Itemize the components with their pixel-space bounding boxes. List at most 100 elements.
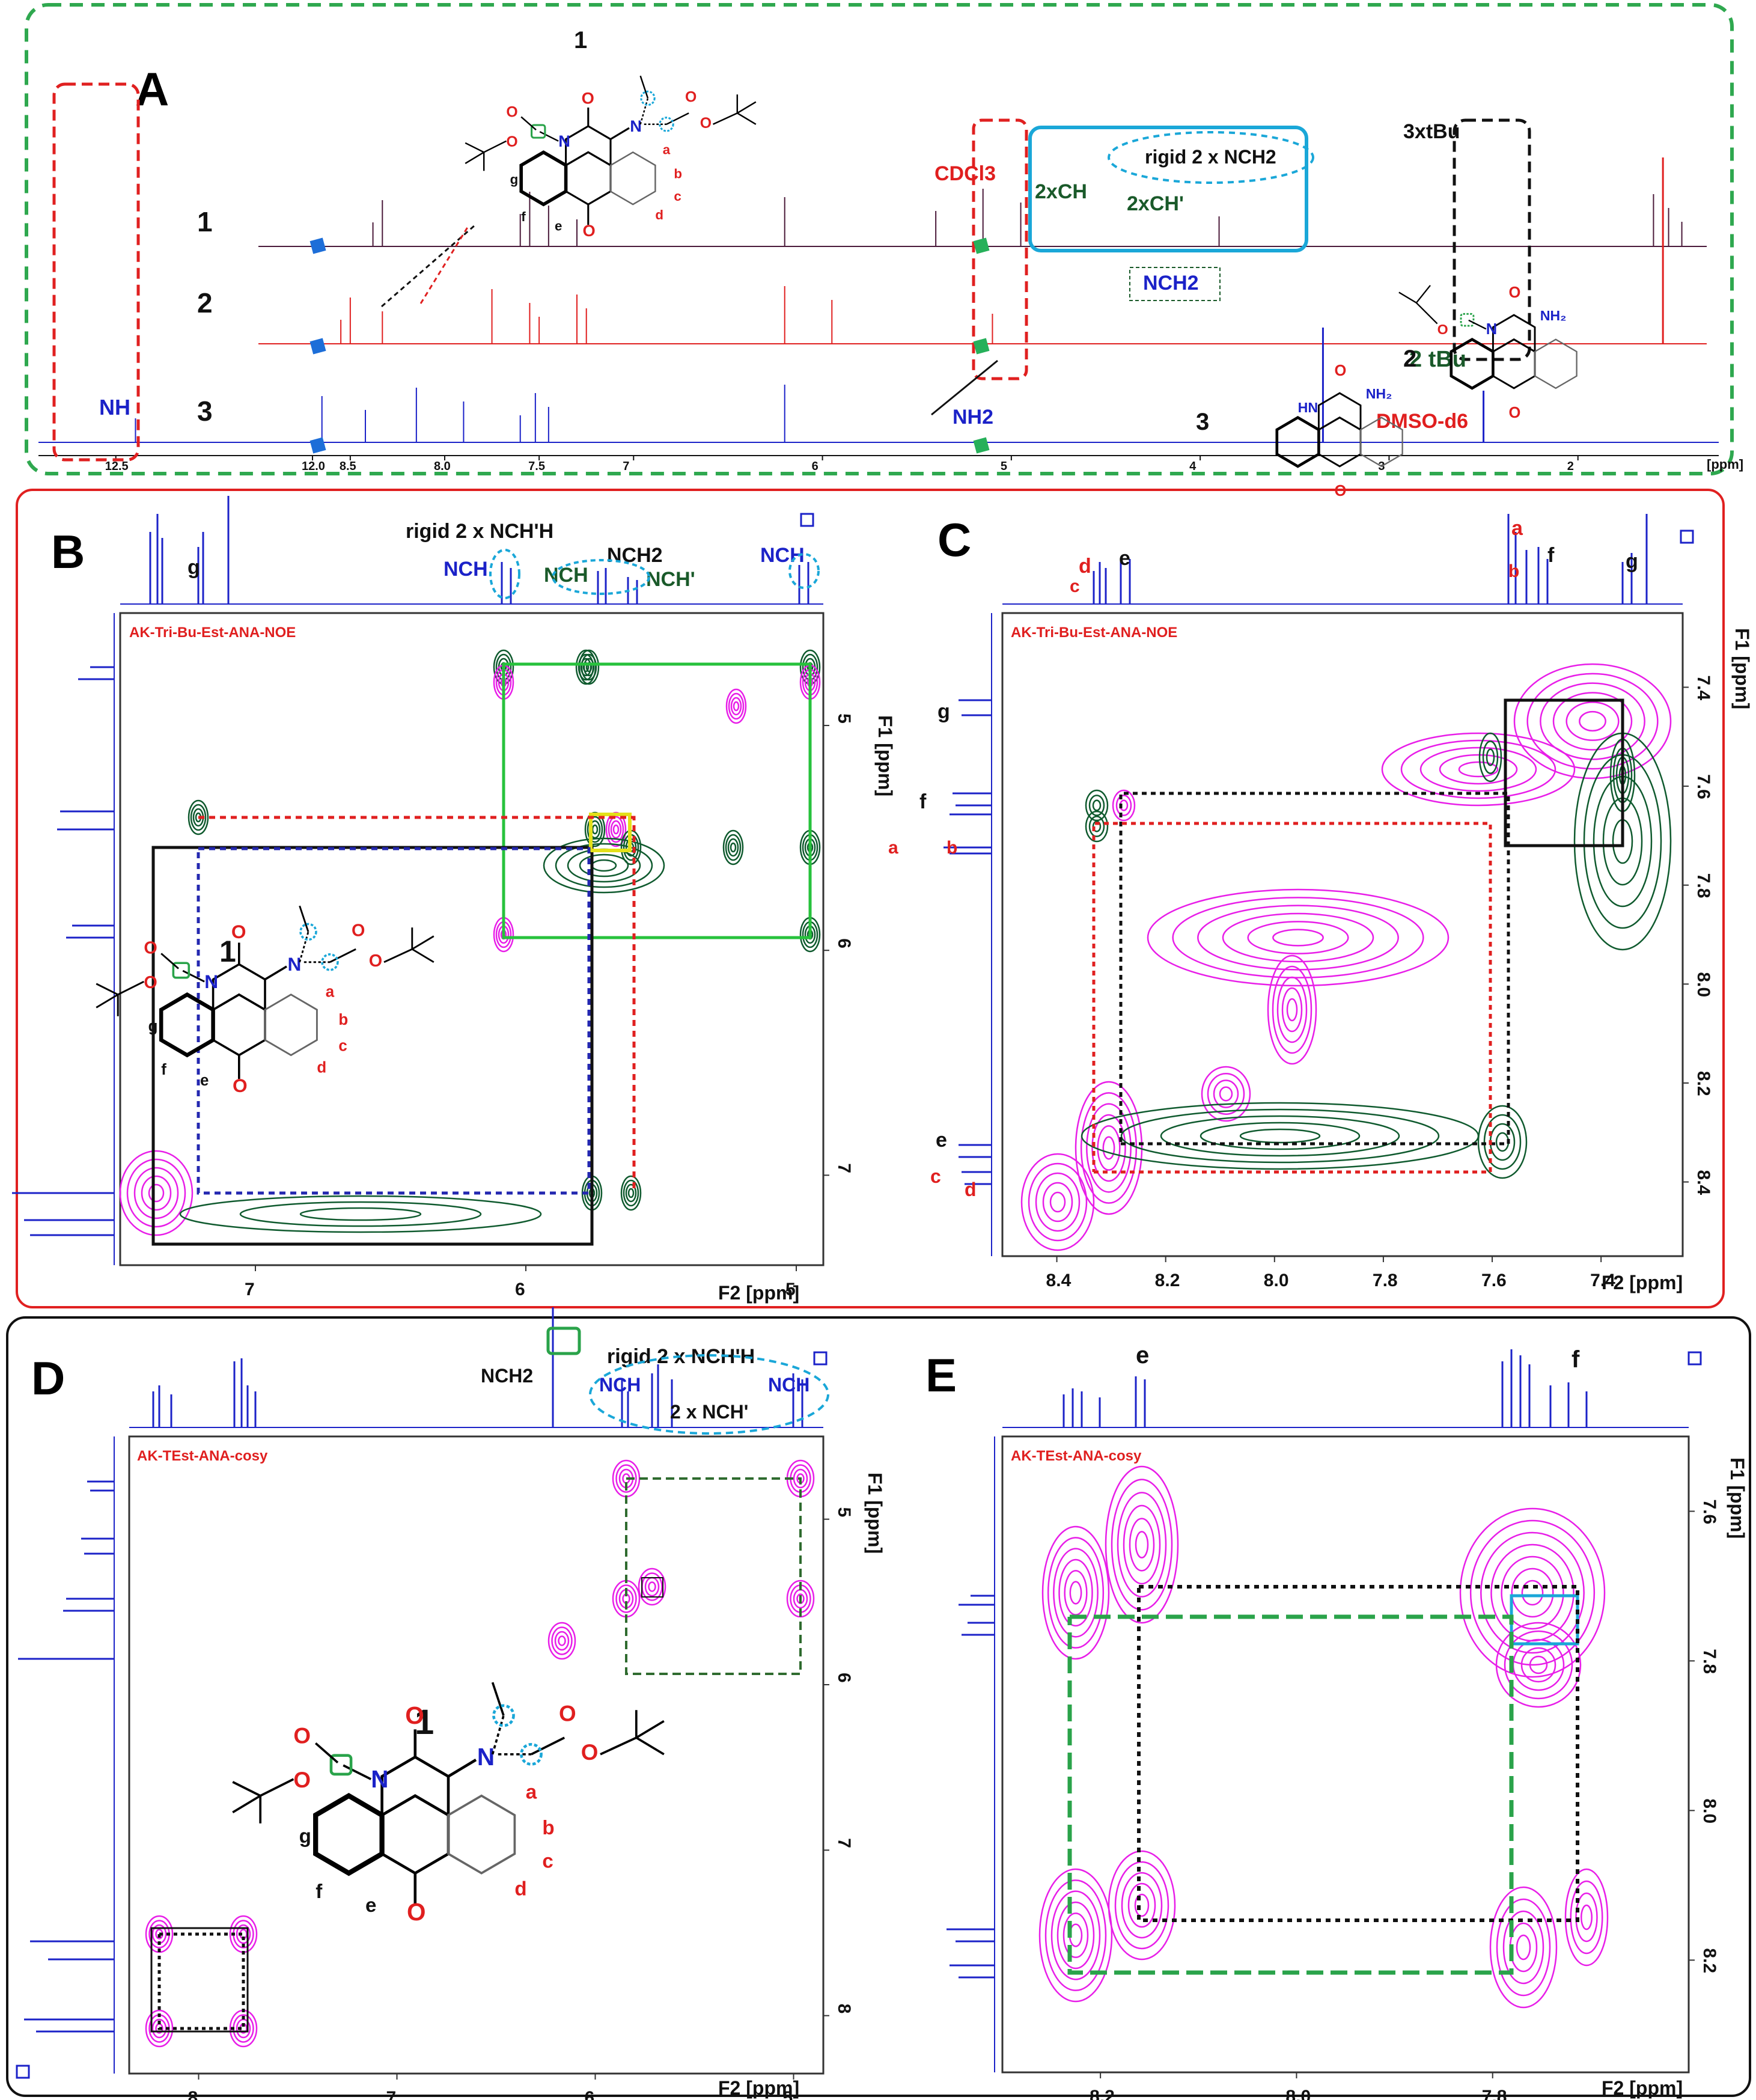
highlight-ellipse: [552, 559, 650, 595]
cross-peak: [1501, 1555, 1564, 1630]
cross-peak-negative: [1160, 1115, 1400, 1157]
cross-peak-negative: [1486, 748, 1495, 766]
trace-label-2: 2: [197, 287, 213, 319]
cross-peak: [1520, 1647, 1556, 1683]
cross-peak-negative: [1482, 740, 1499, 774]
y-tick-label: 7.6: [1700, 1499, 1719, 1524]
y-tick-label: 7: [834, 1838, 854, 1848]
cross-peak-negative: [1495, 1132, 1510, 1152]
trace-label-3: 3: [197, 395, 213, 427]
cross-peak-negative: [1239, 1128, 1321, 1144]
cross-peak-negative: [627, 1188, 635, 1198]
x-tick-label: 6: [812, 460, 819, 473]
compound-label-2: 2: [1403, 346, 1416, 372]
label-g: g: [1626, 550, 1638, 573]
cross-peak: [615, 1464, 637, 1493]
cross-peak-positive: [1540, 682, 1645, 760]
x-tick-label: 7: [386, 2088, 397, 2100]
cross-peak: [1123, 1504, 1161, 1585]
y-tick-label: 6: [834, 1673, 854, 1683]
noe-box-black: [1504, 698, 1624, 847]
x-tick-label: 7: [245, 1280, 255, 1299]
cross-peak: [1564, 1868, 1609, 1967]
label-e: e: [1119, 547, 1130, 570]
x-axis-title-c: F2 [ppm]: [1602, 1272, 1683, 1293]
cross-peak-positive: [1286, 998, 1298, 1022]
label-a: a: [1511, 517, 1523, 540]
cross-peak: [554, 1631, 570, 1651]
label-nh2: NH2: [953, 406, 993, 429]
nh-region-box: [52, 82, 140, 462]
cross-peak-negative: [587, 816, 603, 843]
cross-peak: [1108, 1850, 1176, 1961]
cosy-path: [157, 1932, 245, 2030]
cross-peak: [1489, 1886, 1558, 2009]
cosy-box-green: [625, 1477, 802, 1675]
label-nch: NCH: [544, 564, 588, 587]
cross-peak-positive: [1419, 746, 1537, 792]
compound-label-1: 1: [574, 27, 587, 53]
cross-peak: [145, 2009, 174, 2048]
y-tick-label: 7.8: [1694, 873, 1713, 899]
x-tick-label: 5: [1001, 460, 1007, 473]
cross-peak-positive: [1097, 1125, 1121, 1171]
cross-peak: [1129, 1518, 1155, 1572]
y-axis-title-c: F1 [ppm]: [1731, 628, 1753, 709]
y-tick-label: 7.4: [1694, 675, 1713, 700]
cross-peak: [615, 1584, 637, 1613]
y-tick-label: 7: [834, 1163, 854, 1173]
label-nch2: NCH2: [481, 1365, 533, 1387]
projection-spectra-d: [18, 1307, 823, 2074]
cross-peak-positive: [1102, 1136, 1115, 1160]
cross-peak: [1516, 1934, 1531, 1961]
label-nch-prime: 2 x NCH': [670, 1401, 748, 1423]
cross-peak-positive: [1381, 732, 1576, 807]
cross-peak: [1114, 1861, 1169, 1950]
label-nh: NH: [99, 395, 130, 420]
cross-peak: [1064, 1570, 1088, 1616]
label-d: d: [1079, 555, 1091, 578]
y-tick-label: 8.0: [1694, 972, 1713, 997]
x-tick-label: 6: [515, 1280, 525, 1299]
label-2xch-prime: 2xCH': [1127, 192, 1184, 215]
cross-peak-positive: [1115, 795, 1132, 816]
label-nch2: NCH2: [607, 544, 663, 567]
panel-a: A 1 2 3 12.5 12.0 8.5 8.0 7.5 7 6 5 4 3 2 [ppm] NH: [38, 27, 1743, 499]
cross-peak: [1038, 1868, 1113, 2003]
cross-peak-positive: [1075, 1081, 1143, 1215]
cross-peak-negative: [1120, 1108, 1440, 1164]
cross-peak-negative: [579, 853, 629, 878]
y-tick-label: 5: [834, 1507, 854, 1518]
x-ticks-a: 12.512.08.58.07.5765432: [105, 456, 1579, 473]
cross-peak: [1058, 1558, 1093, 1627]
cross-peak-negative: [1200, 1122, 1361, 1150]
x-axis-title-b: F2 [ppm]: [718, 1282, 799, 1304]
label-nch: NCH: [768, 1374, 809, 1396]
x-tick-label: 8.0: [1285, 2087, 1311, 2100]
x-axis-unit: [ppm]: [1707, 457, 1743, 472]
cross-peak-negative: [299, 1207, 422, 1221]
x-tick-label: 12.0: [302, 460, 325, 473]
corner-marker: [1680, 530, 1694, 544]
experiment-title-e: AK-TEst-ANA-cosy: [1011, 1448, 1142, 1464]
arrow-shift-2: [419, 225, 470, 304]
cross-peak-negative: [179, 1195, 542, 1233]
marker-square: [973, 338, 990, 355]
x-tick-label: 7.8: [1482, 2087, 1507, 2100]
cross-peak-negative: [623, 1179, 639, 1207]
cross-peak-negative: [625, 1183, 637, 1203]
nch2-marker: [546, 1326, 581, 1355]
panel-a-letter: A: [135, 63, 169, 115]
y-tick-label: 7.8: [1700, 1649, 1719, 1674]
cross-peak: [1041, 1525, 1110, 1660]
x-tick-label: 8: [188, 2088, 198, 2100]
cross-peak-positive: [728, 692, 745, 720]
experiment-title-c: AK-Tri-Bu-Est-ANA-NOE: [1011, 624, 1177, 641]
nch2-box: [1129, 267, 1221, 301]
experiment-title-d: AK-TEst-ANA-cosy: [137, 1448, 268, 1464]
cross-peak-negative: [591, 859, 617, 872]
y-axis-title-e: F1 [ppm]: [1727, 1457, 1748, 1539]
nch-region-box: [1028, 126, 1308, 252]
cross-peak-positive: [1207, 1073, 1245, 1115]
